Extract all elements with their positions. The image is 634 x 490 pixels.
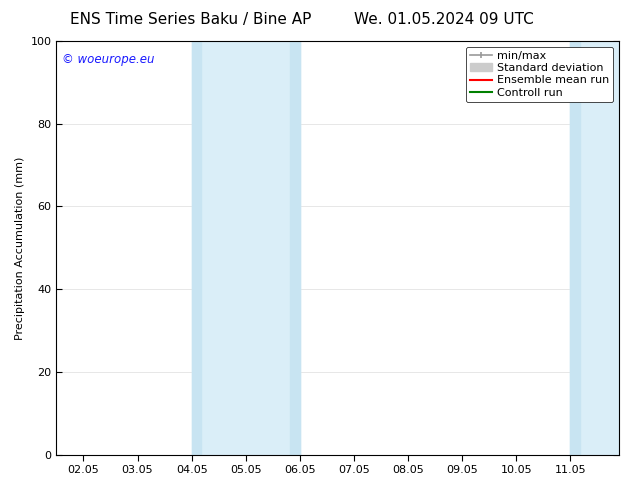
Text: We. 01.05.2024 09 UTC: We. 01.05.2024 09 UTC [354, 12, 534, 27]
Legend: min/max, Standard deviation, Ensemble mean run, Controll run: min/max, Standard deviation, Ensemble me… [465, 47, 614, 102]
Bar [191, 41, 300, 455]
Y-axis label: Precipitation Accumulation (mm): Precipitation Accumulation (mm) [15, 156, 25, 340]
Bar [290, 41, 300, 455]
Bar [571, 41, 580, 455]
Bar [571, 41, 619, 455]
Text: © woeurope.eu: © woeurope.eu [62, 53, 155, 67]
Text: ENS Time Series Baku / Bine AP: ENS Time Series Baku / Bine AP [70, 12, 311, 27]
Bar [191, 41, 202, 455]
